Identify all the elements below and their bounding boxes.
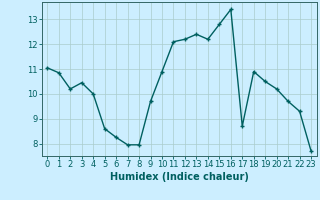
X-axis label: Humidex (Indice chaleur): Humidex (Indice chaleur) [110, 172, 249, 182]
